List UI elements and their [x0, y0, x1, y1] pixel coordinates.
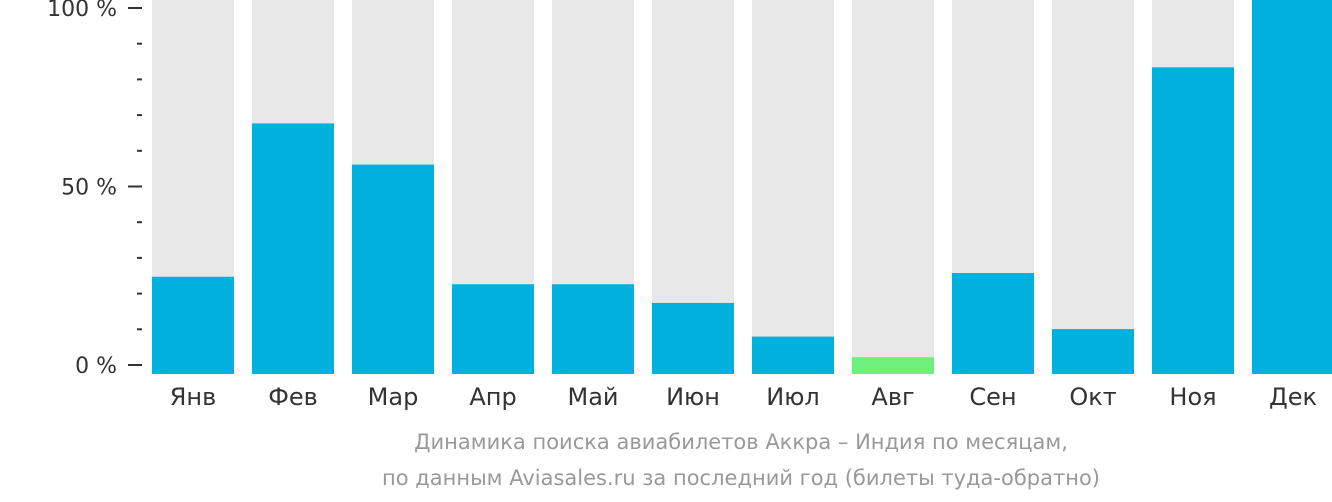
x-tick-label: Апр [469, 383, 516, 411]
background-bar [1052, 0, 1134, 374]
bar-4 [452, 284, 534, 374]
bar-10 [1052, 329, 1134, 374]
x-tick-label: Окт [1069, 383, 1116, 411]
x-tick-label: Фев [268, 383, 318, 411]
x-tick-label: Ноя [1169, 383, 1216, 411]
x-tick-label: Июл [766, 383, 820, 411]
chart-caption-line-1: Динамика поиска авиабилетов Аккра – Инди… [414, 430, 1068, 454]
y-axis: 0 % 50 % 100 % [47, 0, 142, 379]
y-tick-label: 100 % [47, 0, 117, 22]
x-axis-labels: Янв Фев Мар Апр Май Июн Июл Авг Сен Окт Ноя Дек [170, 383, 1317, 411]
bar-7 [752, 336, 834, 374]
bar-5 [552, 284, 634, 374]
x-tick-label: Янв [170, 383, 217, 411]
bar-11 [1152, 67, 1234, 374]
bar-2 [252, 123, 334, 374]
data-bars [152, 0, 1332, 374]
x-tick-label: Мар [368, 383, 419, 411]
bar-6 [652, 302, 734, 374]
x-tick-label: Июн [666, 383, 720, 411]
x-tick-label: Сен [969, 383, 1016, 411]
bar-9 [952, 273, 1034, 374]
background-bar [752, 0, 834, 374]
bar-chart: 0 % 50 % 100 % Янв Фев Мар Апр Май Июн Июл Авг Сен… [47, 0, 1332, 411]
y-tick-label: 0 % [75, 354, 117, 379]
bar-12 [1252, 0, 1332, 374]
bar-3 [352, 164, 434, 374]
x-tick-label: Май [567, 383, 618, 411]
x-tick-label: Дек [1269, 383, 1317, 411]
y-tick-label: 50 % [61, 176, 117, 201]
chart-caption-line-2: по данным Aviasales.ru за последний год … [382, 466, 1100, 490]
background-bar [852, 0, 934, 374]
bar-1 [152, 276, 234, 374]
x-tick-label: Авг [871, 383, 914, 411]
bar-8 [852, 357, 934, 374]
